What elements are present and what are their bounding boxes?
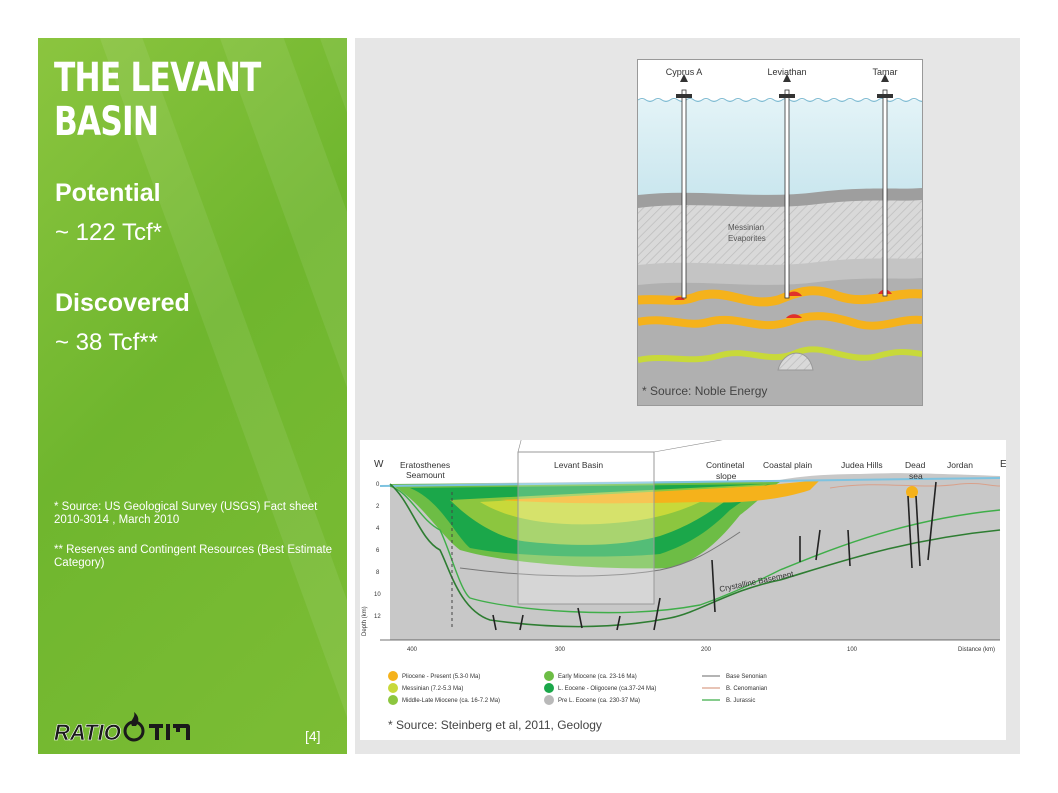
distance-ticks: 400 300 200 100 bbox=[407, 647, 858, 653]
well-label-cyprus: Cyprus A bbox=[666, 67, 703, 77]
sea-level-line bbox=[379, 477, 1001, 487]
label-sea: sea bbox=[909, 471, 923, 481]
grey-layer bbox=[638, 278, 922, 405]
potential-label: Potential bbox=[55, 179, 161, 207]
well-section-inset: Cyprus A Leviathan Tamar Messinian Evapo… bbox=[637, 59, 923, 406]
label-eratosthenes: Eratosthenes bbox=[400, 460, 450, 470]
east-label: E bbox=[1000, 459, 1006, 470]
place-labels: Eratosthenes Seamount Levant Basin Conti… bbox=[400, 460, 973, 481]
label-dead: Dead bbox=[905, 460, 926, 470]
logo-text: RATIO bbox=[54, 720, 121, 745]
well-label-tamar: Tamar bbox=[872, 67, 897, 77]
label-jordan: Jordan bbox=[947, 460, 973, 470]
distance-tick: 300 bbox=[555, 647, 566, 653]
legend-item: Early Miocene (ca. 23-16 Ma) bbox=[544, 671, 637, 681]
pliocene-layer bbox=[500, 480, 820, 504]
reserves-note: ** Reserves and Contingent Resources (Be… bbox=[54, 544, 333, 569]
inset-source: * Source: Noble Energy bbox=[642, 384, 767, 398]
section-source: * Source: Steinberg et al, 2011, Geology bbox=[388, 718, 602, 732]
evaporites-label-1: Messinian bbox=[728, 223, 764, 232]
ratio-logo: RATIO bbox=[54, 712, 190, 745]
depth-tick: 8 bbox=[376, 570, 380, 576]
legend-item: B. Cenomanian bbox=[702, 686, 767, 692]
page-title: THE LEVANT BASIN bbox=[54, 55, 261, 145]
svg-text:Middle-Late Miocene (ca. 16-7.: Middle-Late Miocene (ca. 16-7.2 Ma) bbox=[402, 698, 500, 704]
evaporites-label-2: Evaporites bbox=[728, 234, 766, 243]
well-tamar bbox=[877, 74, 893, 297]
legend: Pliocene - Present (5.3-0 Ma) Messinian … bbox=[388, 671, 767, 705]
svg-text:Pre L. Eocene (ca. 230-37 Ma): Pre L. Eocene (ca. 230-37 Ma) bbox=[558, 698, 640, 704]
label-coastal-plain: Coastal plain bbox=[763, 460, 812, 470]
messinian-layer bbox=[638, 346, 922, 363]
reservoir-layer-1 bbox=[638, 286, 922, 307]
svg-text:B. Jurassic: B. Jurassic bbox=[726, 698, 755, 704]
depth-ticks: 0 2 4 6 8 10 12 bbox=[374, 482, 381, 620]
legend-item: B. Jurassic bbox=[702, 698, 755, 704]
title-panel: THE LEVANT BASIN Potential ~ 122 Tcf* Di… bbox=[38, 38, 347, 754]
distance-axis-label: Distance (km) bbox=[958, 647, 995, 653]
logo-hebrew-mark bbox=[149, 724, 190, 740]
cenomanian-line bbox=[829, 482, 1001, 489]
west-label: W bbox=[374, 459, 384, 470]
well-leviathan bbox=[779, 74, 795, 299]
depth-tick: 2 bbox=[376, 504, 380, 510]
potential-value: ~ 122 Tcf* bbox=[55, 219, 162, 246]
gas-accumulation bbox=[786, 314, 802, 318]
logo-flame-icon bbox=[123, 712, 145, 742]
legend-item: Middle-Late Miocene (ca. 16-7.2 Ma) bbox=[388, 695, 500, 705]
svg-text:L. Eocene - Oligocene (ca.37-2: L. Eocene - Oligocene (ca.37-24 Ma) bbox=[558, 686, 656, 692]
depth-tick: 0 bbox=[376, 482, 380, 488]
depth-tick: 10 bbox=[374, 592, 381, 598]
levant-basin-box bbox=[517, 451, 655, 605]
svg-text:Base Senonian: Base Senonian bbox=[726, 674, 767, 680]
gas-accumulation bbox=[786, 291, 802, 296]
svg-text:B. Cenomanian: B. Cenomanian bbox=[726, 686, 767, 692]
usgs-source-note: * Source: US Geological Survey (USGS) Fa… bbox=[54, 501, 318, 526]
discovered-value: ~ 38 Tcf** bbox=[55, 329, 158, 356]
salt-structure bbox=[777, 352, 814, 371]
legend-item: Pliocene - Present (5.3-0 Ma) bbox=[388, 671, 480, 681]
legend-item: Messinian (7.2-5.3 Ma) bbox=[388, 683, 463, 693]
label-judea-hills: Judea Hills bbox=[841, 460, 883, 470]
depth-axis-label: Depth (km) bbox=[362, 606, 368, 636]
legend-item: Pre L. Eocene (ca. 230-37 Ma) bbox=[544, 695, 640, 705]
distance-tick: 400 bbox=[407, 647, 418, 653]
svg-text:Early Miocene (ca. 23-16 Ma): Early Miocene (ca. 23-16 Ma) bbox=[558, 674, 637, 680]
label-slope: slope bbox=[716, 471, 737, 481]
label-levant-basin: Levant Basin bbox=[554, 460, 603, 470]
label-continental: Continetal bbox=[706, 460, 744, 470]
well-cyprus-a bbox=[676, 74, 692, 299]
sea-water bbox=[638, 100, 922, 200]
legend-item: Base Senonian bbox=[702, 674, 767, 680]
distance-tick: 100 bbox=[847, 647, 858, 653]
depth-tick: 12 bbox=[374, 614, 381, 620]
fault-lines bbox=[492, 481, 937, 631]
depth-tick: 4 bbox=[376, 526, 380, 532]
discovered-label: Discovered bbox=[55, 289, 190, 317]
legend-item: L. Eocene - Oligocene (ca.37-24 Ma) bbox=[544, 683, 656, 693]
basement-line bbox=[389, 483, 1001, 628]
inset-connector bbox=[653, 440, 723, 453]
senonian-line bbox=[459, 531, 741, 577]
depth-tick: 6 bbox=[376, 548, 380, 554]
label-seamount: Seamount bbox=[406, 470, 445, 480]
svg-text:Messinian (7.2-5.3 Ma): Messinian (7.2-5.3 Ma) bbox=[402, 686, 463, 692]
cross-section-diagram: W E 0 2 4 6 8 10 12 Depth (km) 400 300 2… bbox=[360, 440, 1006, 740]
well-label-leviathan: Leviathan bbox=[767, 67, 806, 77]
reservoir-layer-2 bbox=[638, 312, 922, 330]
dead-sea-fill bbox=[906, 486, 918, 498]
jurassic-line bbox=[389, 485, 1001, 614]
reference-number: [4] bbox=[305, 728, 321, 744]
svg-text:Pliocene - Present (5.3-0 Ma): Pliocene - Present (5.3-0 Ma) bbox=[402, 674, 480, 680]
distance-tick: 200 bbox=[701, 647, 712, 653]
